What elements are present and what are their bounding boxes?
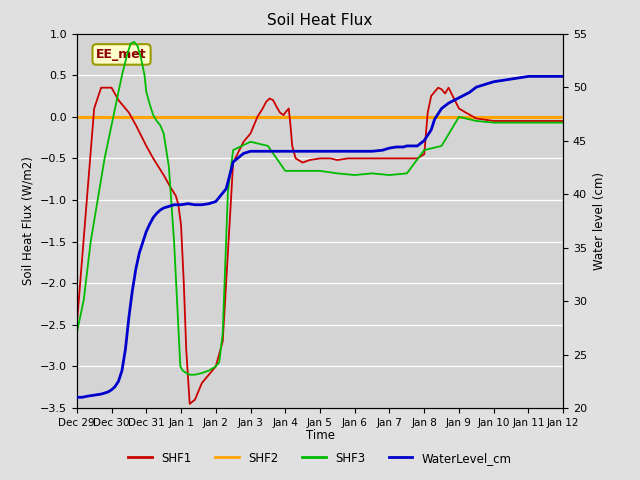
Y-axis label: Soil Heat Flux (W/m2): Soil Heat Flux (W/m2)	[21, 156, 35, 285]
Text: EE_met: EE_met	[96, 48, 147, 61]
X-axis label: Time: Time	[305, 429, 335, 442]
Y-axis label: Water level (cm): Water level (cm)	[593, 172, 605, 270]
Title: Soil Heat Flux: Soil Heat Flux	[268, 13, 372, 28]
Legend: SHF1, SHF2, SHF3, WaterLevel_cm: SHF1, SHF2, SHF3, WaterLevel_cm	[124, 447, 516, 469]
